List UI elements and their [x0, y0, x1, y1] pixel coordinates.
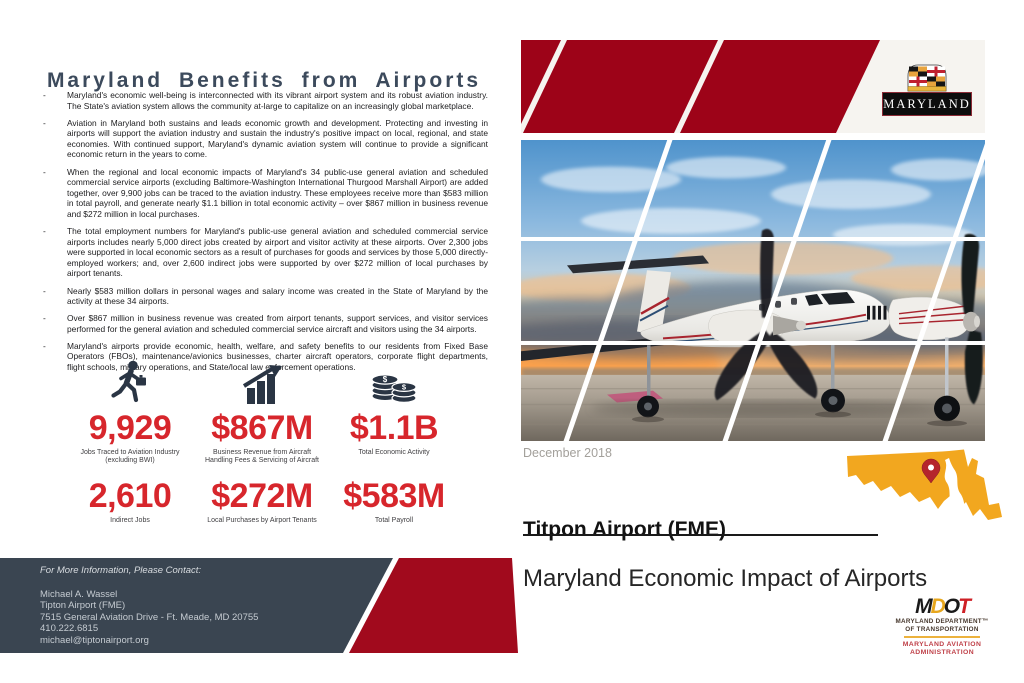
stat-business-revenue: $867M Business Revenue from Aircraft Han… [196, 358, 328, 466]
maryland-brand-logo: Maryland [882, 64, 972, 116]
bullet-item: Over $867 million in business revenue wa… [36, 313, 488, 334]
bullet-list: Maryland's economic well-being is interc… [36, 90, 488, 379]
bullet-dash [36, 226, 67, 279]
stats-grid: 9,929 Jobs Traced to Aviation Industry (… [64, 358, 460, 525]
mdot-department-line1: MARYLAND DEPARTMENT™ [895, 618, 989, 625]
bullet-dash [36, 118, 67, 160]
bullet-text: The total employment numbers for Marylan… [67, 226, 488, 279]
mdot-gold-divider [904, 636, 980, 639]
contact-heading: For More Information, Please Contact: [40, 565, 202, 576]
mdot-department-line2: OF TRANSPORTATION [905, 626, 979, 634]
stat-label: Total Payroll [374, 516, 414, 524]
mdot-logo: MDOT MARYLAND DEPARTMENT™ OF TRANSPORTAT… [890, 596, 994, 657]
bullet-item: Maryland's economic well-being is interc… [36, 90, 488, 111]
mdot-acronym: MDOT [890, 596, 994, 617]
stat-indirect-jobs: 2,610 Indirect Jobs [64, 478, 196, 525]
stat-value: $867M [211, 409, 313, 447]
contact-block: For More Information, Please Contact: Mi… [40, 565, 340, 646]
svg-text:$: $ [383, 375, 388, 384]
coins-icon: $ $ [370, 358, 418, 406]
stat-total-payroll: $583M Total Payroll [328, 478, 460, 525]
stat-total-activity: $ $ $1.1B Total Economic Activity [328, 358, 460, 466]
bullet-item: Aviation in Maryland both sustains and l… [36, 118, 488, 160]
airplane-photo [521, 140, 985, 441]
contact-name: Michael A. Wassel [40, 588, 118, 600]
report-subtitle: Maryland Economic Impact of Airports [523, 565, 928, 592]
bullet-dash [36, 90, 67, 111]
mdot-letter-m: M [915, 595, 932, 618]
running-businessman-icon [111, 358, 149, 406]
footer-slate-band [0, 558, 393, 653]
stat-label: Total Economic Activity [358, 449, 430, 456]
stat-value: $272M [211, 476, 313, 515]
title-underline [523, 534, 878, 536]
stat-local-purchases: $272M Local Purchases by Airport Tenants [196, 478, 328, 525]
bullet-item: When the regional and local economic imp… [36, 167, 488, 220]
mdot-letter-o: O [943, 595, 960, 618]
stat-value: $583M [343, 476, 445, 515]
mdot-admin-line1: MARYLAND AVIATION [902, 641, 982, 649]
stat-label: Local Purchases by Airport Tenants [207, 516, 317, 524]
maryland-map [847, 449, 1002, 521]
stat-label: Jobs Traced to Aviation Industry (exclud… [80, 449, 180, 465]
stat-value: 2,610 [88, 476, 172, 515]
bullet-dash [36, 167, 67, 220]
airplane-photo-illustration [521, 140, 985, 441]
bullet-item: Maryland's airports provide economic, he… [36, 341, 488, 373]
maryland-crest-icon [907, 64, 947, 92]
publication-date: December 2018 [523, 446, 612, 460]
bullet-dash [36, 286, 67, 307]
airport-title: Titpon Airport (FME) [523, 518, 726, 542]
contact-footer: For More Information, Please Contact: Mi… [0, 558, 520, 653]
bullet-text: Over $867 million in business revenue wa… [67, 313, 488, 334]
mdot-admin-line2: ADMINISTRATION [910, 649, 974, 657]
contact-email: michael@tiptonairport.org [40, 634, 149, 646]
mdot-letter-t: T [958, 595, 971, 618]
bullet-text: Nearly $583 million dollars in personal … [67, 285, 488, 307]
contact-org: Tipton Airport (FME) [40, 600, 126, 611]
bullet-dash [36, 341, 67, 373]
maryland-brand-text: Maryland [882, 92, 972, 116]
bullet-dash [36, 313, 67, 334]
header-stripe-band: Maryland [521, 40, 985, 133]
bullet-item: The total employment numbers for Marylan… [36, 226, 488, 279]
bullet-text: When the regional and local economic imp… [67, 166, 488, 219]
bullet-item: Nearly $583 million dollars in personal … [36, 286, 488, 307]
contact-phone: 410.222.6815 [40, 623, 99, 634]
bullet-text: Maryland's airports provide economic, he… [67, 340, 488, 373]
photo-grid-line-horizontal [521, 237, 985, 241]
photo-grid-line-horizontal [521, 341, 985, 345]
growth-chart-icon [241, 358, 283, 406]
bullet-text: Aviation in Maryland both sustains and l… [67, 117, 488, 160]
stat-label: Indirect Jobs [110, 516, 150, 524]
contact-address: 7515 General Aviation Drive - Ft. Meade,… [40, 611, 259, 623]
svg-text:$: $ [402, 383, 407, 392]
stat-value: 9,929 [88, 409, 172, 447]
bullet-text: Maryland's economic well-being is interc… [67, 90, 488, 111]
stat-jobs: 9,929 Jobs Traced to Aviation Industry (… [64, 358, 196, 466]
red-stripes [521, 40, 880, 133]
page-title: Maryland Benefits from Airports [46, 69, 482, 93]
stat-value: $1.1B [349, 409, 439, 447]
mdot-letter-d: D [930, 595, 946, 618]
location-pin-icon [921, 458, 941, 484]
stat-label: Business Revenue from Aircraft Handling … [205, 449, 319, 465]
